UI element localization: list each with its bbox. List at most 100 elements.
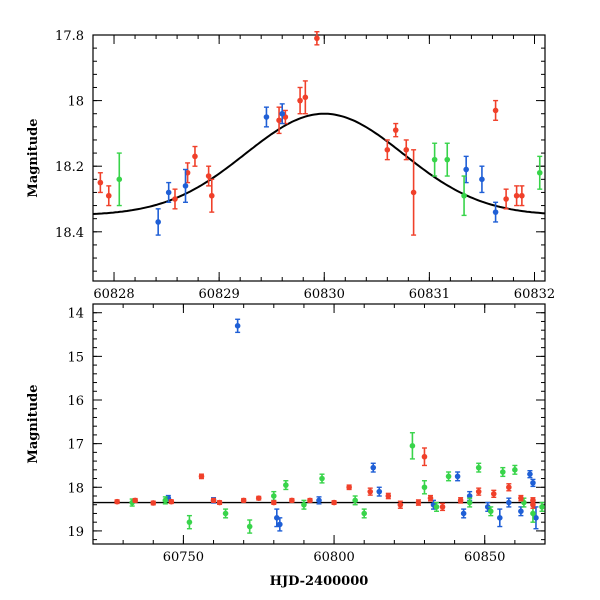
data-point — [361, 510, 368, 517]
data-point — [530, 497, 536, 504]
data-point — [503, 196, 509, 202]
x-tick-label: 60800 — [313, 550, 354, 565]
data-point — [431, 156, 438, 163]
data-point — [316, 497, 322, 504]
data-point — [97, 179, 104, 186]
x-tick-label: 60832 — [514, 287, 555, 302]
data-point — [487, 508, 494, 515]
data-point — [466, 493, 473, 499]
data-point — [445, 473, 452, 480]
data-point — [433, 504, 440, 510]
data-point — [302, 94, 309, 101]
data-point — [172, 196, 178, 202]
data-point — [427, 495, 434, 501]
data-point — [150, 500, 157, 506]
y-tick-label: 15 — [67, 350, 84, 365]
data-point — [279, 110, 286, 117]
data-point — [403, 147, 410, 153]
data-point — [263, 114, 270, 120]
data-point — [367, 488, 374, 495]
data-point — [444, 156, 451, 163]
data-point — [155, 219, 161, 225]
y-tick-label: 18.2 — [55, 160, 84, 175]
bottom-data-marks — [93, 318, 545, 534]
data-point — [314, 35, 320, 42]
x-tick-label: 60750 — [163, 550, 204, 565]
data-point — [484, 504, 491, 510]
y-tick-label: 18.4 — [55, 226, 84, 241]
data-point — [165, 189, 172, 196]
x-tick-label: 60850 — [464, 550, 505, 565]
data-point — [415, 499, 422, 506]
data-point — [506, 484, 512, 491]
data-point — [186, 519, 193, 525]
data-point — [162, 497, 169, 504]
data-point — [297, 97, 303, 104]
top-plot-frame — [92, 34, 546, 282]
data-point — [222, 510, 229, 517]
zoom-light-curve-panel: 60828 60829 60830 60831 6083217.81818.218.4 … — [26, 29, 555, 302]
data-point — [370, 464, 377, 471]
data-point — [283, 482, 289, 488]
data-point — [506, 499, 512, 506]
data-point — [466, 499, 473, 506]
data-point — [255, 495, 262, 501]
x-tick-label: 60829 — [198, 287, 239, 302]
data-point — [234, 323, 241, 329]
y-tick-label: 17.8 — [55, 29, 84, 44]
y-tick-label: 14 — [67, 307, 84, 322]
data-point — [519, 192, 525, 199]
data-point — [492, 107, 499, 114]
data-point — [346, 484, 352, 491]
data-point — [105, 192, 112, 199]
data-point — [539, 504, 545, 510]
x-tick-label: 60828 — [93, 287, 134, 302]
data-point — [533, 515, 539, 521]
data-point — [246, 523, 253, 530]
data-point — [513, 192, 520, 199]
data-point — [331, 499, 337, 506]
data-point — [182, 183, 189, 189]
data-point — [384, 147, 391, 153]
data-point — [530, 510, 536, 517]
data-point — [479, 176, 485, 183]
data-point — [132, 497, 138, 504]
y-tick-label: 17 — [67, 438, 84, 453]
data-point — [307, 497, 313, 504]
data-point — [454, 473, 461, 480]
data-point — [439, 504, 446, 510]
data-point — [518, 508, 524, 515]
data-point — [198, 473, 205, 480]
data-point — [457, 497, 464, 504]
top-ylabel: Magnitude — [26, 118, 41, 197]
data-point — [274, 515, 280, 521]
data-point — [301, 501, 307, 508]
data-point — [352, 497, 358, 504]
y-tick-label: 16 — [67, 394, 84, 409]
data-point — [500, 469, 506, 475]
data-point — [421, 484, 428, 491]
data-point — [527, 471, 533, 477]
data-point — [397, 501, 404, 508]
x-tick-label: 60830 — [304, 287, 345, 302]
data-point — [410, 189, 417, 196]
x-tick-label: 60831 — [409, 287, 450, 302]
data-point — [392, 127, 399, 133]
data-point — [319, 475, 325, 482]
data-point — [421, 453, 428, 460]
bottom-ticks: 60750 60800 60850 14 15 16 17 18 19 — [67, 303, 546, 565]
top-ticks: 60828 60829 60830 60831 60832 17.8 18 18.2 18.4 — [55, 29, 555, 302]
bottom-ylabel: Magnitude — [26, 384, 41, 463]
data-point — [376, 488, 383, 495]
data-point — [240, 497, 247, 504]
data-point — [114, 498, 120, 505]
data-point — [490, 491, 497, 497]
bottom-xlabel: HJD-2400000 — [270, 574, 369, 589]
data-point — [289, 497, 295, 504]
top-data-marks — [92, 31, 546, 236]
data-point — [210, 497, 217, 504]
data-point — [216, 499, 223, 506]
data-point — [461, 192, 467, 199]
data-point — [271, 493, 277, 499]
